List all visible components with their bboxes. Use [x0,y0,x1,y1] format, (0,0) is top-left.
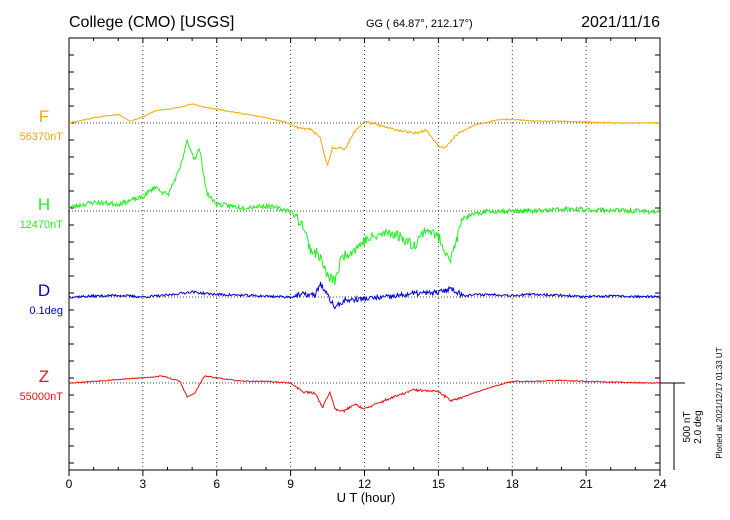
station-title: College (CMO) [USGS] [69,14,234,31]
x-tick-label-12: 12 [358,477,372,491]
channel-H-label: H [38,195,50,214]
series-H-line [68,138,661,286]
channel-D-baseline: 0.1deg [29,305,63,317]
frame-ticks [68,38,661,476]
series-Z-line [68,375,661,413]
channel-F-baseline: 56370nT [20,131,64,143]
channel-baselines [69,122,660,384]
x-tick-label-3: 3 [140,477,147,491]
series-F-line [68,103,661,167]
x-tick-label-21: 21 [579,477,593,491]
scale-deg-label: 2.0 deg [693,410,704,443]
scale-nt-label: 500 nT [682,411,693,442]
channel-H-baseline: 12470nT [20,219,64,231]
x-tick-label-15: 15 [432,477,446,491]
x-tick-label-6: 6 [213,477,220,491]
channel-F-label: F [39,107,49,126]
x-tick-label-18: 18 [506,477,520,491]
date-label: 2021/11/16 [581,14,660,31]
x-tick-label-24: 24 [653,477,667,491]
channel-D-label: D [38,281,50,300]
channel-labels: F 56370nT H 12470nT D 0.1deg Z 55000nT [20,107,64,403]
x-axis-label: U T (hour) [337,490,396,505]
vertical-gridlines [142,38,587,470]
channel-Z-baseline: 55000nT [20,391,64,403]
coordinates-label: GG ( 64.87°, 212.17°) [366,18,473,30]
x-tick-label-0: 0 [66,477,73,491]
x-tick-label-9: 9 [287,477,294,491]
series-D-line [68,281,661,310]
x-tick-labels: 0 3 6 9 12 15 18 21 24 [66,477,667,491]
plotted-at-label: Plotted at 2021/12/17 01:33 UT [715,347,724,458]
series-lines [68,103,661,413]
channel-Z-label: Z [39,367,49,386]
